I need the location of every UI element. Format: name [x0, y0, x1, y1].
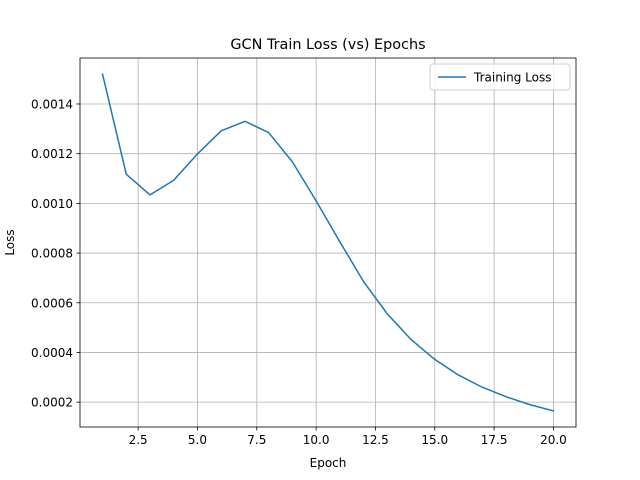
series-line-training-loss [101, 73, 555, 412]
x-tick-label: 15.0 [421, 433, 448, 447]
x-tick-label: 17.5 [481, 433, 508, 447]
plot-frame [79, 57, 577, 428]
y-tick-label: 0.0004 [31, 346, 73, 360]
y-axis-label: Loss [3, 229, 17, 255]
x-tick-label: 5.0 [188, 433, 207, 447]
legend-label: Training Loss [473, 71, 551, 85]
x-tick-label: 12.5 [362, 433, 389, 447]
x-tick-label: 7.5 [247, 433, 266, 447]
y-tick-label: 0.0014 [31, 97, 73, 111]
y-tick-label: 0.0008 [31, 247, 73, 261]
legend: Training Loss [429, 63, 571, 91]
x-tick-label: 2.5 [129, 433, 148, 447]
y-tick-label: 0.0006 [31, 296, 73, 310]
x-axis-label: Epoch [310, 456, 347, 470]
series-layer [101, 73, 555, 412]
y-tick-label: 0.0012 [31, 147, 73, 161]
legend-box [429, 63, 571, 91]
y-tick-label: 0.0010 [31, 197, 73, 211]
x-tick-label: 10.0 [303, 433, 330, 447]
y-tick-label: 0.0002 [31, 396, 73, 410]
grid [80, 58, 576, 427]
chart-title: GCN Train Loss (vs) Epochs [230, 37, 425, 53]
x-tick-label: 20.0 [540, 433, 567, 447]
axis-ticks: 2.5 5.0 7.5 10.0 12.5 15.0 17.5 20.0 0.0002 0.000… [31, 97, 567, 447]
